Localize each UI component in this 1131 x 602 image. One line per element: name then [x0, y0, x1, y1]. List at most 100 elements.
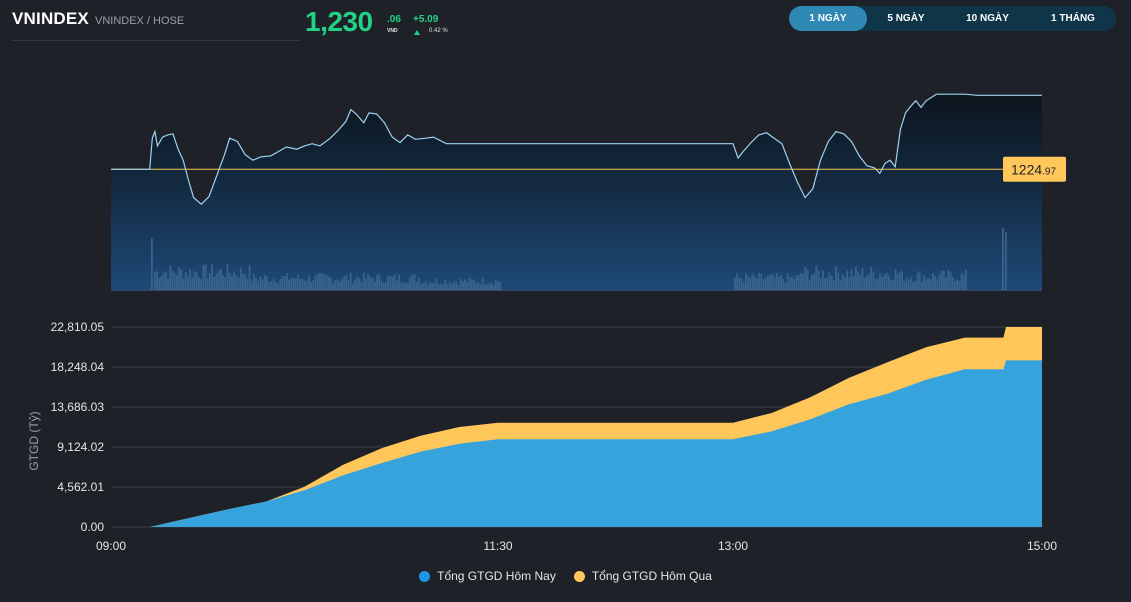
volume-bar	[272, 278, 275, 290]
volume-bar	[791, 276, 793, 290]
volume-bar	[945, 277, 947, 290]
volume-bar	[962, 274, 965, 290]
volume-bar	[811, 275, 813, 290]
volume-bar	[775, 272, 778, 290]
tab-5-days[interactable]: 5 NGÀY	[887, 13, 925, 24]
y-tick-label: 0.00	[81, 520, 105, 534]
change-percent: 0.42 %	[429, 28, 448, 34]
volume-bar	[813, 273, 815, 290]
volume-bar	[354, 279, 356, 290]
volume-bar	[415, 281, 418, 290]
legend-item-today[interactable]: Tổng GTGD Hôm Nay	[419, 569, 556, 583]
y-tick-label: 9,124.02	[57, 440, 104, 454]
volume-bar	[341, 279, 343, 290]
volume-bar	[277, 282, 279, 290]
y-tick-label: 22,810.05	[51, 320, 105, 334]
x-axis-ticks: 09:00 11:30 13:00 15:00	[96, 539, 1057, 553]
volume-bar	[466, 282, 469, 290]
volume-bar	[905, 277, 908, 290]
volume-bar	[184, 272, 187, 290]
volume-bar	[795, 275, 798, 290]
volume-bar	[907, 279, 910, 290]
volume-bar	[912, 281, 914, 290]
tab-1-day[interactable]: 1 NGÀY	[789, 6, 867, 31]
volume-bar	[762, 278, 765, 290]
volume-bar	[334, 279, 337, 290]
volume-bar	[402, 283, 405, 290]
volume-bar	[736, 273, 738, 290]
volume-bar	[268, 281, 271, 290]
volume-bar	[314, 275, 317, 290]
volume-bar	[857, 271, 859, 290]
volume-bar	[464, 279, 466, 290]
volume-bar	[883, 274, 886, 290]
legend-item-yesterday[interactable]: Tổng GTGD Hôm Qua	[573, 569, 712, 583]
volume-bar	[200, 279, 202, 290]
volume-bar	[747, 276, 749, 290]
volume-bar	[308, 275, 310, 290]
volume-bar	[822, 270, 824, 290]
tab-1-month[interactable]: 1 THÁNG	[1051, 13, 1095, 24]
volume-bar	[211, 264, 213, 290]
volume-bar	[927, 278, 930, 290]
volume-bar	[929, 279, 932, 290]
volume-bar	[925, 278, 928, 290]
volume-bar	[233, 271, 235, 290]
volume-bar	[457, 285, 460, 290]
volume-bar	[455, 281, 458, 290]
volume-bar	[745, 273, 747, 290]
volume-bar	[837, 272, 840, 290]
y-tick-label: 13,686.03	[51, 400, 105, 414]
volume-bar	[237, 277, 240, 290]
volume-bar	[965, 270, 967, 290]
volume-bar	[956, 279, 958, 290]
volume-bar	[881, 276, 884, 290]
volume-bar	[382, 283, 385, 290]
volume-bar	[204, 264, 207, 290]
volume-bar	[497, 281, 499, 290]
volume-bar	[753, 276, 756, 290]
volume-bar	[310, 282, 312, 290]
value-chart: 0.00 4,562.01 9,124.02 13,686.03 18,248.04 22…	[27, 320, 1057, 553]
y-tick-label: 4,562.01	[57, 480, 104, 494]
volume-bar	[286, 273, 288, 290]
volume-bar	[784, 282, 787, 290]
volume-bar	[279, 278, 282, 290]
volume-bar	[789, 277, 791, 290]
volume-bar	[760, 273, 763, 290]
volume-bar	[782, 278, 785, 290]
volume-bar	[209, 272, 211, 290]
volume-bar	[343, 276, 345, 290]
change-absolute: +5.09	[413, 14, 439, 25]
tab-10-days[interactable]: 10 NGÀY	[966, 13, 1009, 24]
volume-bar	[769, 274, 771, 290]
volume-bar	[316, 274, 319, 290]
volume-bar	[330, 277, 332, 290]
volume-bar	[844, 277, 846, 290]
volume-bar	[239, 267, 242, 290]
volume-bar	[888, 275, 890, 290]
volume-bar	[462, 281, 464, 290]
volume-bar	[951, 277, 954, 290]
volume-bar	[378, 273, 381, 290]
volume-bar	[756, 278, 758, 290]
up-arrow-icon	[414, 30, 420, 35]
volume-bar	[349, 273, 352, 290]
ticker-symbol: VNINDEX	[12, 9, 89, 28]
volume-bar	[374, 282, 376, 290]
volume-bar	[217, 271, 220, 290]
volume-bar	[158, 278, 161, 290]
volume-bar	[850, 269, 853, 290]
volume-bar	[870, 267, 873, 290]
volume-bar	[420, 284, 422, 290]
volume-bar	[224, 277, 227, 290]
volume-bar	[918, 271, 921, 290]
volume-bar	[413, 274, 416, 290]
volume-bar	[187, 276, 189, 290]
volume-bar	[248, 265, 251, 290]
volume-bar	[301, 278, 304, 290]
volume-bar	[270, 281, 273, 290]
volume-bar	[861, 267, 864, 290]
volume-bar	[826, 277, 829, 290]
volume-bar	[261, 279, 264, 290]
